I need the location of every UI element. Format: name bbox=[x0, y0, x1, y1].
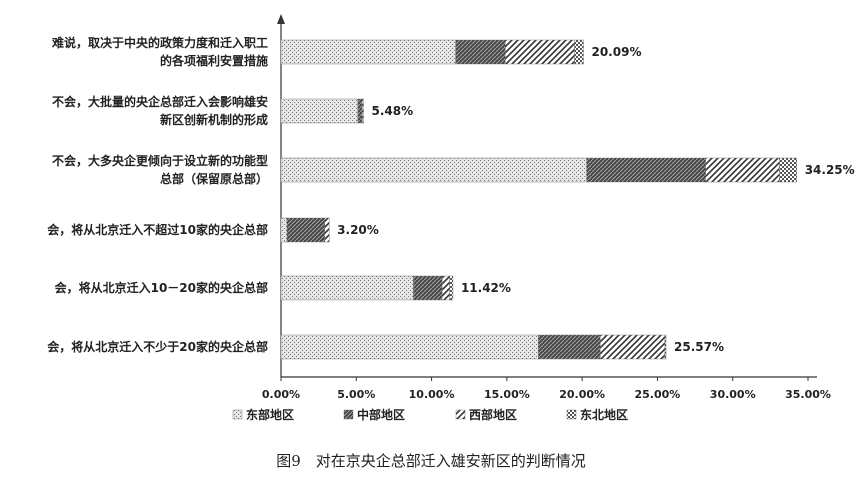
bar-segment-4-2 bbox=[441, 275, 450, 301]
category-label-0-0: 难说，取决于中央的政策力度和迁入职工 bbox=[51, 35, 268, 50]
total-label-3: 3.20% bbox=[337, 223, 379, 237]
total-labels: 20.09% 5.48% 34.25% 3.20% 11.42% 25.57% bbox=[337, 45, 855, 354]
category-label-1-1: 新区创新机制的形成 bbox=[160, 112, 268, 127]
category-label-0-1: 的各项福利安置措施 bbox=[160, 53, 268, 68]
bar-segment-0-1 bbox=[455, 39, 506, 65]
bar-segment-2-3 bbox=[779, 157, 797, 183]
x-tick-label-5: 25.00% bbox=[635, 388, 681, 401]
category-label-3-0: 会，将从北京迁入不超过10家的央企总部 bbox=[47, 222, 268, 237]
legend-label-3: 东北地区 bbox=[580, 407, 628, 422]
bar-segment-2-1 bbox=[586, 157, 706, 183]
x-tick-label-3: 15.00% bbox=[484, 388, 530, 401]
legend-label-0: 东部地区 bbox=[246, 407, 294, 422]
bar-segment-4-1 bbox=[413, 275, 443, 301]
category-labels: 难说，取决于中央的政策力度和迁入职工的各项福利安置措施不会，大批量的央企总部迁入… bbox=[47, 35, 268, 354]
bar-segment-5-0 bbox=[280, 334, 539, 360]
legend-label-2: 西部地区 bbox=[469, 407, 517, 422]
x-tick-label-6: 30.00% bbox=[710, 388, 756, 401]
category-label-1-0: 不会，大批量的央企总部迁入会影响雄安 bbox=[52, 94, 268, 109]
caption: 图9 对在京央企总部迁入雄安新区的判断情况 bbox=[276, 452, 586, 470]
total-label-2: 34.25% bbox=[805, 163, 855, 177]
legend-swatch-1 bbox=[343, 409, 354, 420]
bar-segment-2-0 bbox=[280, 157, 587, 183]
category-label-4-0: 会，将从北京迁入10－20家的央企总部 bbox=[55, 280, 268, 295]
total-label-0: 20.09% bbox=[591, 45, 641, 59]
bar-segment-5-3 bbox=[664, 334, 667, 360]
x-tick-label-0: 0.00% bbox=[262, 388, 300, 401]
bar-segment-0-0 bbox=[280, 39, 456, 65]
total-label-4: 11.42% bbox=[461, 281, 511, 295]
bar-segment-0-2 bbox=[505, 39, 575, 65]
x-tick-label-1: 5.00% bbox=[337, 388, 375, 401]
y-axis-arrow bbox=[277, 14, 285, 24]
bar-segment-5-2 bbox=[600, 334, 666, 360]
bar-segment-2-2 bbox=[705, 157, 780, 183]
legend-label-1: 中部地区 bbox=[357, 407, 405, 422]
x-ticks: 0.00% 5.00% 10.00% 15.00% 20.00% 25.00% 30.00%… bbox=[262, 377, 831, 401]
legend: 东部地区 中部地区 西部地区 东北地区 bbox=[232, 407, 628, 422]
bar-segment-1-2 bbox=[362, 98, 364, 124]
total-label-5: 25.57% bbox=[674, 340, 724, 354]
bar-segment-4-0 bbox=[280, 275, 414, 301]
x-tick-label-7: 35.00% bbox=[785, 388, 831, 401]
x-tick-label-4: 20.00% bbox=[559, 388, 605, 401]
bar-segment-1-0 bbox=[280, 98, 358, 124]
category-label-2-0: 不会，大多央企更倾向于设立新的功能型 bbox=[52, 153, 268, 168]
bar-segment-4-3 bbox=[449, 275, 454, 301]
bar-segment-3-1 bbox=[286, 217, 325, 243]
bar-segment-0-3 bbox=[574, 39, 584, 65]
total-label-1: 5.48% bbox=[372, 104, 414, 118]
bar-segment-5-1 bbox=[538, 334, 601, 360]
legend-swatch-3 bbox=[566, 409, 577, 420]
category-label-2-1: 总部（保留原总部） bbox=[160, 171, 268, 186]
bar-segment-3-2 bbox=[324, 217, 330, 243]
bar-segment-3-0 bbox=[280, 217, 288, 243]
legend-swatch-2 bbox=[455, 409, 466, 420]
bars-group bbox=[280, 39, 797, 360]
category-label-5-0: 会，将从北京迁入不少于20家的央企总部 bbox=[47, 339, 268, 354]
bar-segment-1-1 bbox=[357, 98, 363, 124]
x-tick-label-2: 10.00% bbox=[409, 388, 455, 401]
legend-swatch-0 bbox=[232, 409, 243, 420]
